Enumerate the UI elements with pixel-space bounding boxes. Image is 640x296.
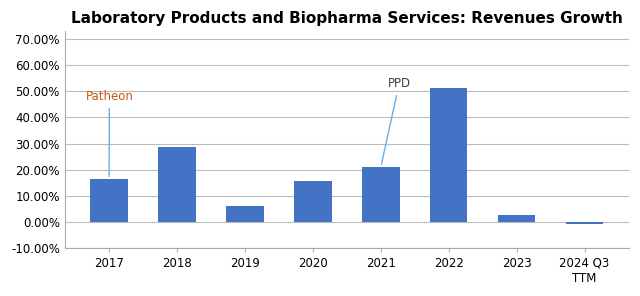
- Text: PPD: PPD: [381, 77, 411, 164]
- Bar: [159, 147, 196, 222]
- Bar: [227, 206, 264, 222]
- Bar: [90, 179, 128, 222]
- Bar: [498, 215, 535, 222]
- Bar: [566, 222, 604, 224]
- Bar: [294, 181, 332, 222]
- Bar: [362, 167, 399, 222]
- Title: Laboratory Products and Biopharma Services: Revenues Growth: Laboratory Products and Biopharma Servic…: [71, 11, 623, 26]
- Text: Patheon: Patheon: [85, 90, 133, 176]
- Bar: [430, 88, 467, 222]
